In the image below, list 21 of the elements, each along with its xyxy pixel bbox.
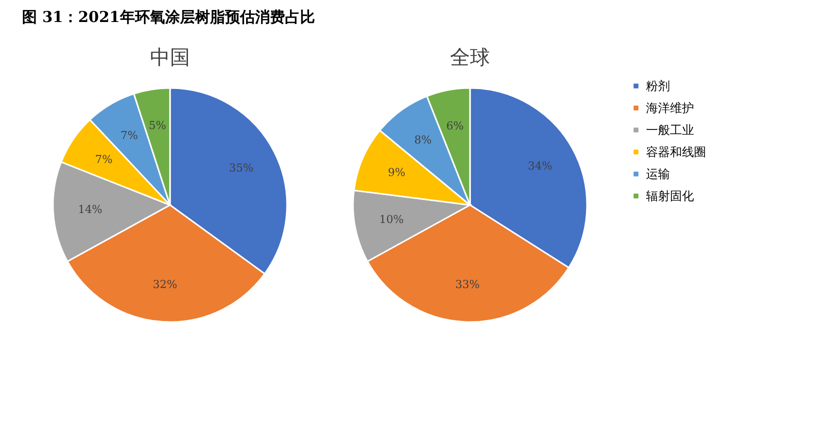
data-label: 14% bbox=[78, 203, 102, 216]
chart-title: 全球 bbox=[450, 45, 490, 69]
data-label: 8% bbox=[414, 133, 432, 146]
data-label: 7% bbox=[120, 129, 138, 142]
data-label: 32% bbox=[152, 278, 178, 291]
data-label: 6% bbox=[446, 119, 464, 132]
legend-label: 辐射固化 bbox=[646, 189, 694, 203]
data-label: 5% bbox=[148, 118, 166, 132]
data-label: 34% bbox=[528, 159, 552, 172]
chart-subtitle: 中国 bbox=[150, 45, 190, 69]
data-label: 35% bbox=[229, 162, 254, 175]
legend-label: 粉剂 bbox=[646, 79, 670, 93]
legend-label: 运输 bbox=[646, 167, 670, 181]
legend-label: 容器和线圈 bbox=[646, 145, 706, 159]
legend-label: 海洋维护 bbox=[646, 101, 694, 115]
data-label: 10% bbox=[379, 212, 404, 226]
legend-label: 一般工业 bbox=[646, 123, 694, 137]
data-label: 9% bbox=[388, 166, 406, 180]
data-label: 33% bbox=[455, 278, 480, 291]
data-label: 7% bbox=[95, 153, 113, 166]
chart-title: 图 31：2021年环氧涂层树脂预估消费占比 bbox=[22, 8, 315, 27]
